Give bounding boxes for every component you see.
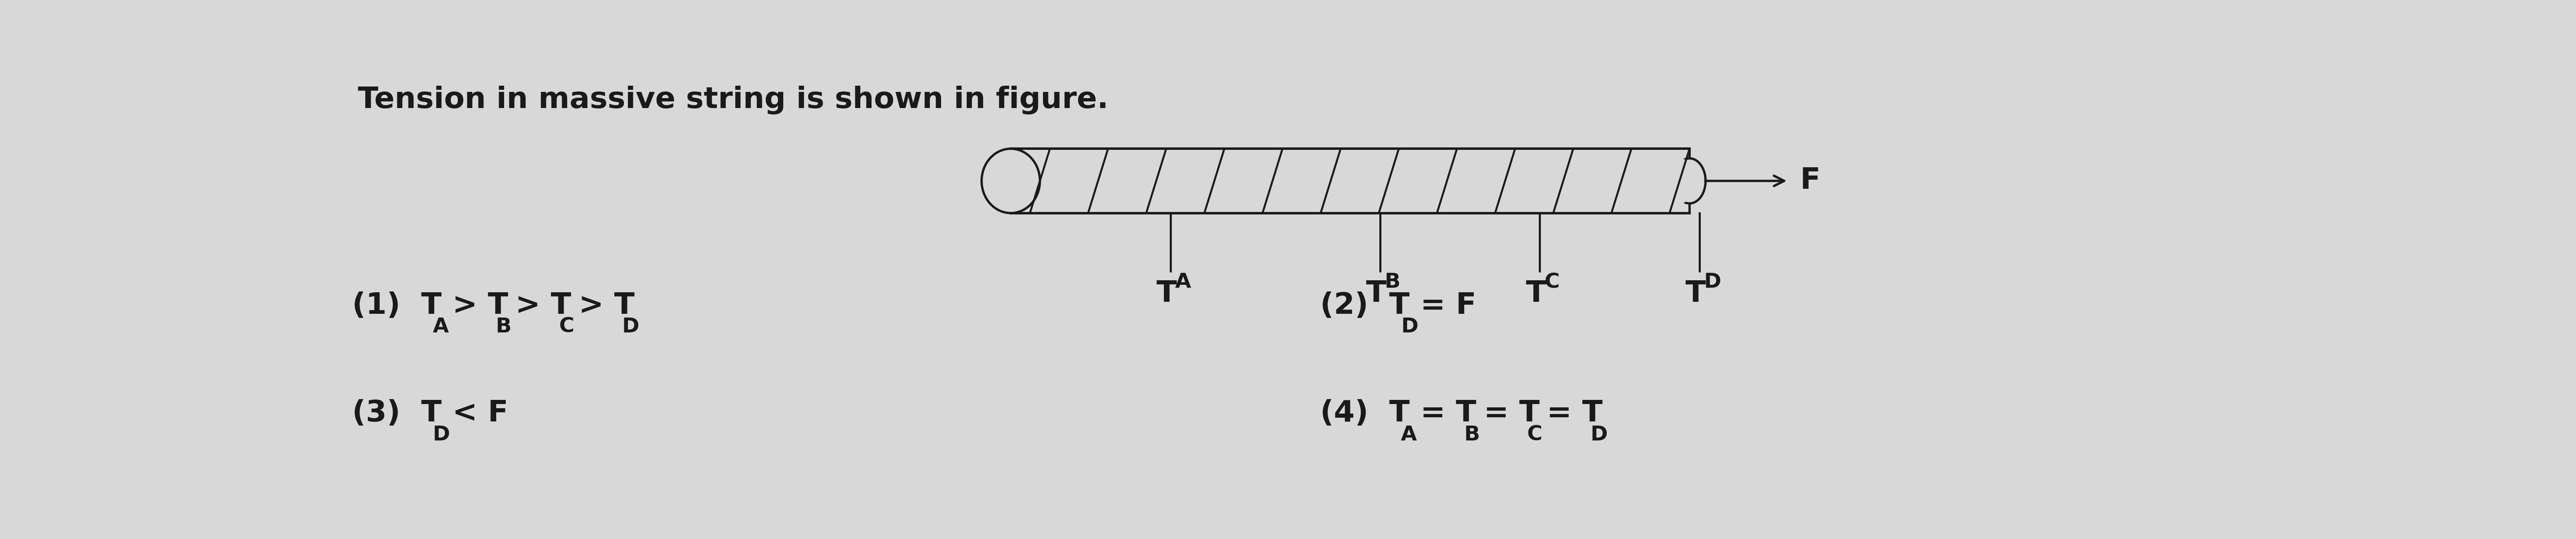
Text: T: T [1525,279,1546,308]
Text: = T: = T [1535,399,1602,428]
Text: = F: = F [1409,292,1476,320]
Ellipse shape [981,149,1041,213]
Text: B: B [495,316,513,336]
Text: T: T [1685,279,1705,308]
Text: T: T [1365,279,1386,308]
Text: C: C [1528,425,1543,445]
Text: F: F [1801,167,1821,195]
Text: > T: > T [505,292,572,320]
Text: (1)  T: (1) T [353,292,440,320]
Text: C: C [1543,272,1558,292]
Text: T: T [1157,279,1177,308]
Text: < F: < F [443,399,507,428]
Text: D: D [621,316,639,336]
Text: (2)  T: (2) T [1321,292,1409,320]
Text: D: D [1401,316,1419,336]
Text: = T: = T [1409,399,1476,428]
Text: B: B [1383,272,1401,292]
Text: D: D [1589,425,1607,445]
Text: = T: = T [1473,399,1540,428]
Text: D: D [1703,272,1721,292]
Text: Tension in massive string is shown in figure.: Tension in massive string is shown in fi… [358,86,1108,114]
Text: C: C [559,316,574,336]
Text: D: D [433,425,451,445]
Text: (3)  T: (3) T [353,399,440,428]
Text: B: B [1463,425,1479,445]
Text: A: A [1175,272,1190,292]
Text: (4)  T: (4) T [1321,399,1409,428]
Ellipse shape [1664,158,1695,203]
Text: > T: > T [443,292,507,320]
Ellipse shape [1674,158,1705,203]
Text: A: A [1401,425,1417,445]
Bar [1010,149,1690,213]
Text: A: A [433,316,448,336]
Text: > T: > T [569,292,634,320]
